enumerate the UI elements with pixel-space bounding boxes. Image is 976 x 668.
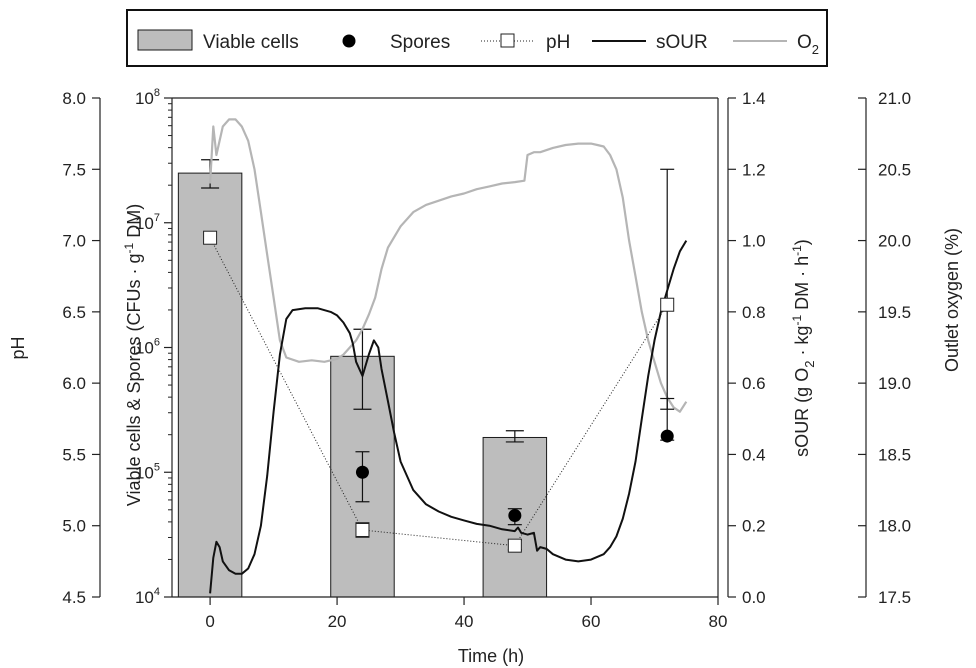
spores-point	[508, 509, 522, 523]
legend-label-o2: O2	[797, 32, 819, 57]
o2-tick-label: 19.5	[878, 303, 911, 322]
ph-tick-label: 7.5	[62, 160, 86, 179]
cells-axis-title-end: DM)	[124, 204, 144, 243]
sour-axis-title-sub: 2	[802, 361, 817, 368]
x-axis-title: Time (h)	[458, 646, 524, 666]
o2-tick-label: 18.0	[878, 517, 911, 536]
legend-label-sour: sOUR	[656, 32, 708, 53]
ph-point	[203, 230, 218, 245]
sour-tick-label: 0.0	[742, 588, 766, 607]
sour-axis-title-c: DM · h	[792, 256, 812, 315]
sour-axis-title-b: · kg	[792, 326, 812, 361]
cells-tick-base: 10	[135, 339, 154, 358]
cells-axis-title: Viable cells & Spores (CFUs · g-1 DM)	[122, 204, 144, 506]
x-tick-label: 20	[328, 612, 347, 631]
sour-axis-title-sup1: -1	[790, 315, 804, 326]
o2-line	[209, 118, 688, 413]
legend-label-viable-cells: Viable cells	[203, 32, 299, 53]
x-tick-label: 80	[709, 612, 728, 631]
legend-label-ph: pH	[546, 32, 570, 53]
sour-tick-label: 1.0	[742, 232, 766, 251]
sour-tick-label: 0.2	[742, 517, 766, 536]
sour-series	[209, 240, 688, 594]
sour-axis-title-sup2: -1	[790, 245, 804, 256]
ph-point	[355, 522, 370, 537]
ph-tick-label: 6.5	[62, 303, 86, 322]
sour-tick-label: 0.8	[742, 303, 766, 322]
cells-tick-label: 108	[135, 87, 160, 108]
ph-tick-label: 8.0	[62, 89, 86, 108]
spores-point	[660, 429, 674, 443]
spores-point	[355, 465, 369, 479]
sour-axis-title-a: sOUR (g O	[792, 368, 812, 457]
ph-point	[660, 297, 675, 312]
spores-series	[355, 397, 675, 526]
cells-tick-exp: 4	[154, 586, 160, 598]
legend-label-o2-sub: 2	[812, 42, 819, 57]
o2-tick-label: 19.0	[878, 374, 911, 393]
o2-tick-label: 21.0	[878, 89, 911, 108]
o2-tick-label: 20.5	[878, 160, 911, 179]
legend-label-o2-main: O	[797, 32, 812, 53]
cells-tick-label: 104	[135, 586, 160, 607]
cells-tick-label: 107	[135, 212, 160, 233]
cells-tick-base: 10	[135, 588, 154, 607]
cells-tick-exp: 6	[154, 337, 160, 349]
ph-series	[203, 168, 675, 553]
legend-label-spores: Spores	[390, 32, 450, 53]
cells-tick-exp: 7	[154, 212, 160, 224]
cells-tick-base: 10	[135, 89, 154, 108]
o2-tick-label: 18.5	[878, 445, 911, 464]
o2-axis-title: Outlet oxygen (%)	[942, 228, 962, 372]
o2-tick-label: 17.5	[878, 588, 911, 607]
ph-point	[507, 538, 522, 553]
sour-line	[209, 240, 688, 594]
cells-axis-title-main: Viable cells & Spores (CFUs · g	[124, 253, 144, 506]
ph-tick-label: 5.0	[62, 517, 86, 536]
sour-axis-title-d: )	[792, 239, 812, 245]
ph-axis-title: pH	[8, 336, 28, 359]
o2-series	[209, 118, 688, 413]
ph-tick-label: 4.5	[62, 588, 86, 607]
x-tick-label: 0	[205, 612, 214, 631]
cells-tick-exp: 8	[154, 87, 160, 99]
cells-tick-base: 10	[135, 463, 154, 482]
o2-tick-label: 20.0	[878, 232, 911, 251]
legend: Viable cells Spores pH sOUR O2	[126, 9, 828, 67]
legend-box	[126, 9, 828, 67]
legend-swatch-viable-cells	[137, 29, 193, 51]
ph-tick-label: 5.5	[62, 445, 86, 464]
cells-tick-label: 106	[135, 337, 160, 358]
x-tick-label: 40	[455, 612, 474, 631]
sour-tick-label: 0.4	[742, 445, 766, 464]
sour-tick-label: 0.6	[742, 374, 766, 393]
legend-marker-ph	[500, 33, 515, 48]
sour-tick-label: 1.4	[742, 89, 766, 108]
cells-tick-base: 10	[135, 214, 154, 233]
cells-axis-title-sup: -1	[122, 242, 136, 253]
cells-tick-exp: 5	[154, 461, 160, 473]
axes: 0 20 40 60 801041051061071084.55.05.56.06.57…	[62, 87, 911, 631]
cells-tick-label: 105	[135, 461, 160, 482]
ph-line	[209, 237, 668, 547]
ph-tick-label: 7.0	[62, 232, 86, 251]
x-tick-label: 60	[582, 612, 601, 631]
legend-marker-spores	[342, 34, 356, 48]
ph-tick-label: 6.0	[62, 374, 86, 393]
sour-tick-label: 1.2	[742, 160, 766, 179]
sour-axis-title: sOUR (g O2 · kg-1 DM · h-1)	[790, 239, 817, 457]
